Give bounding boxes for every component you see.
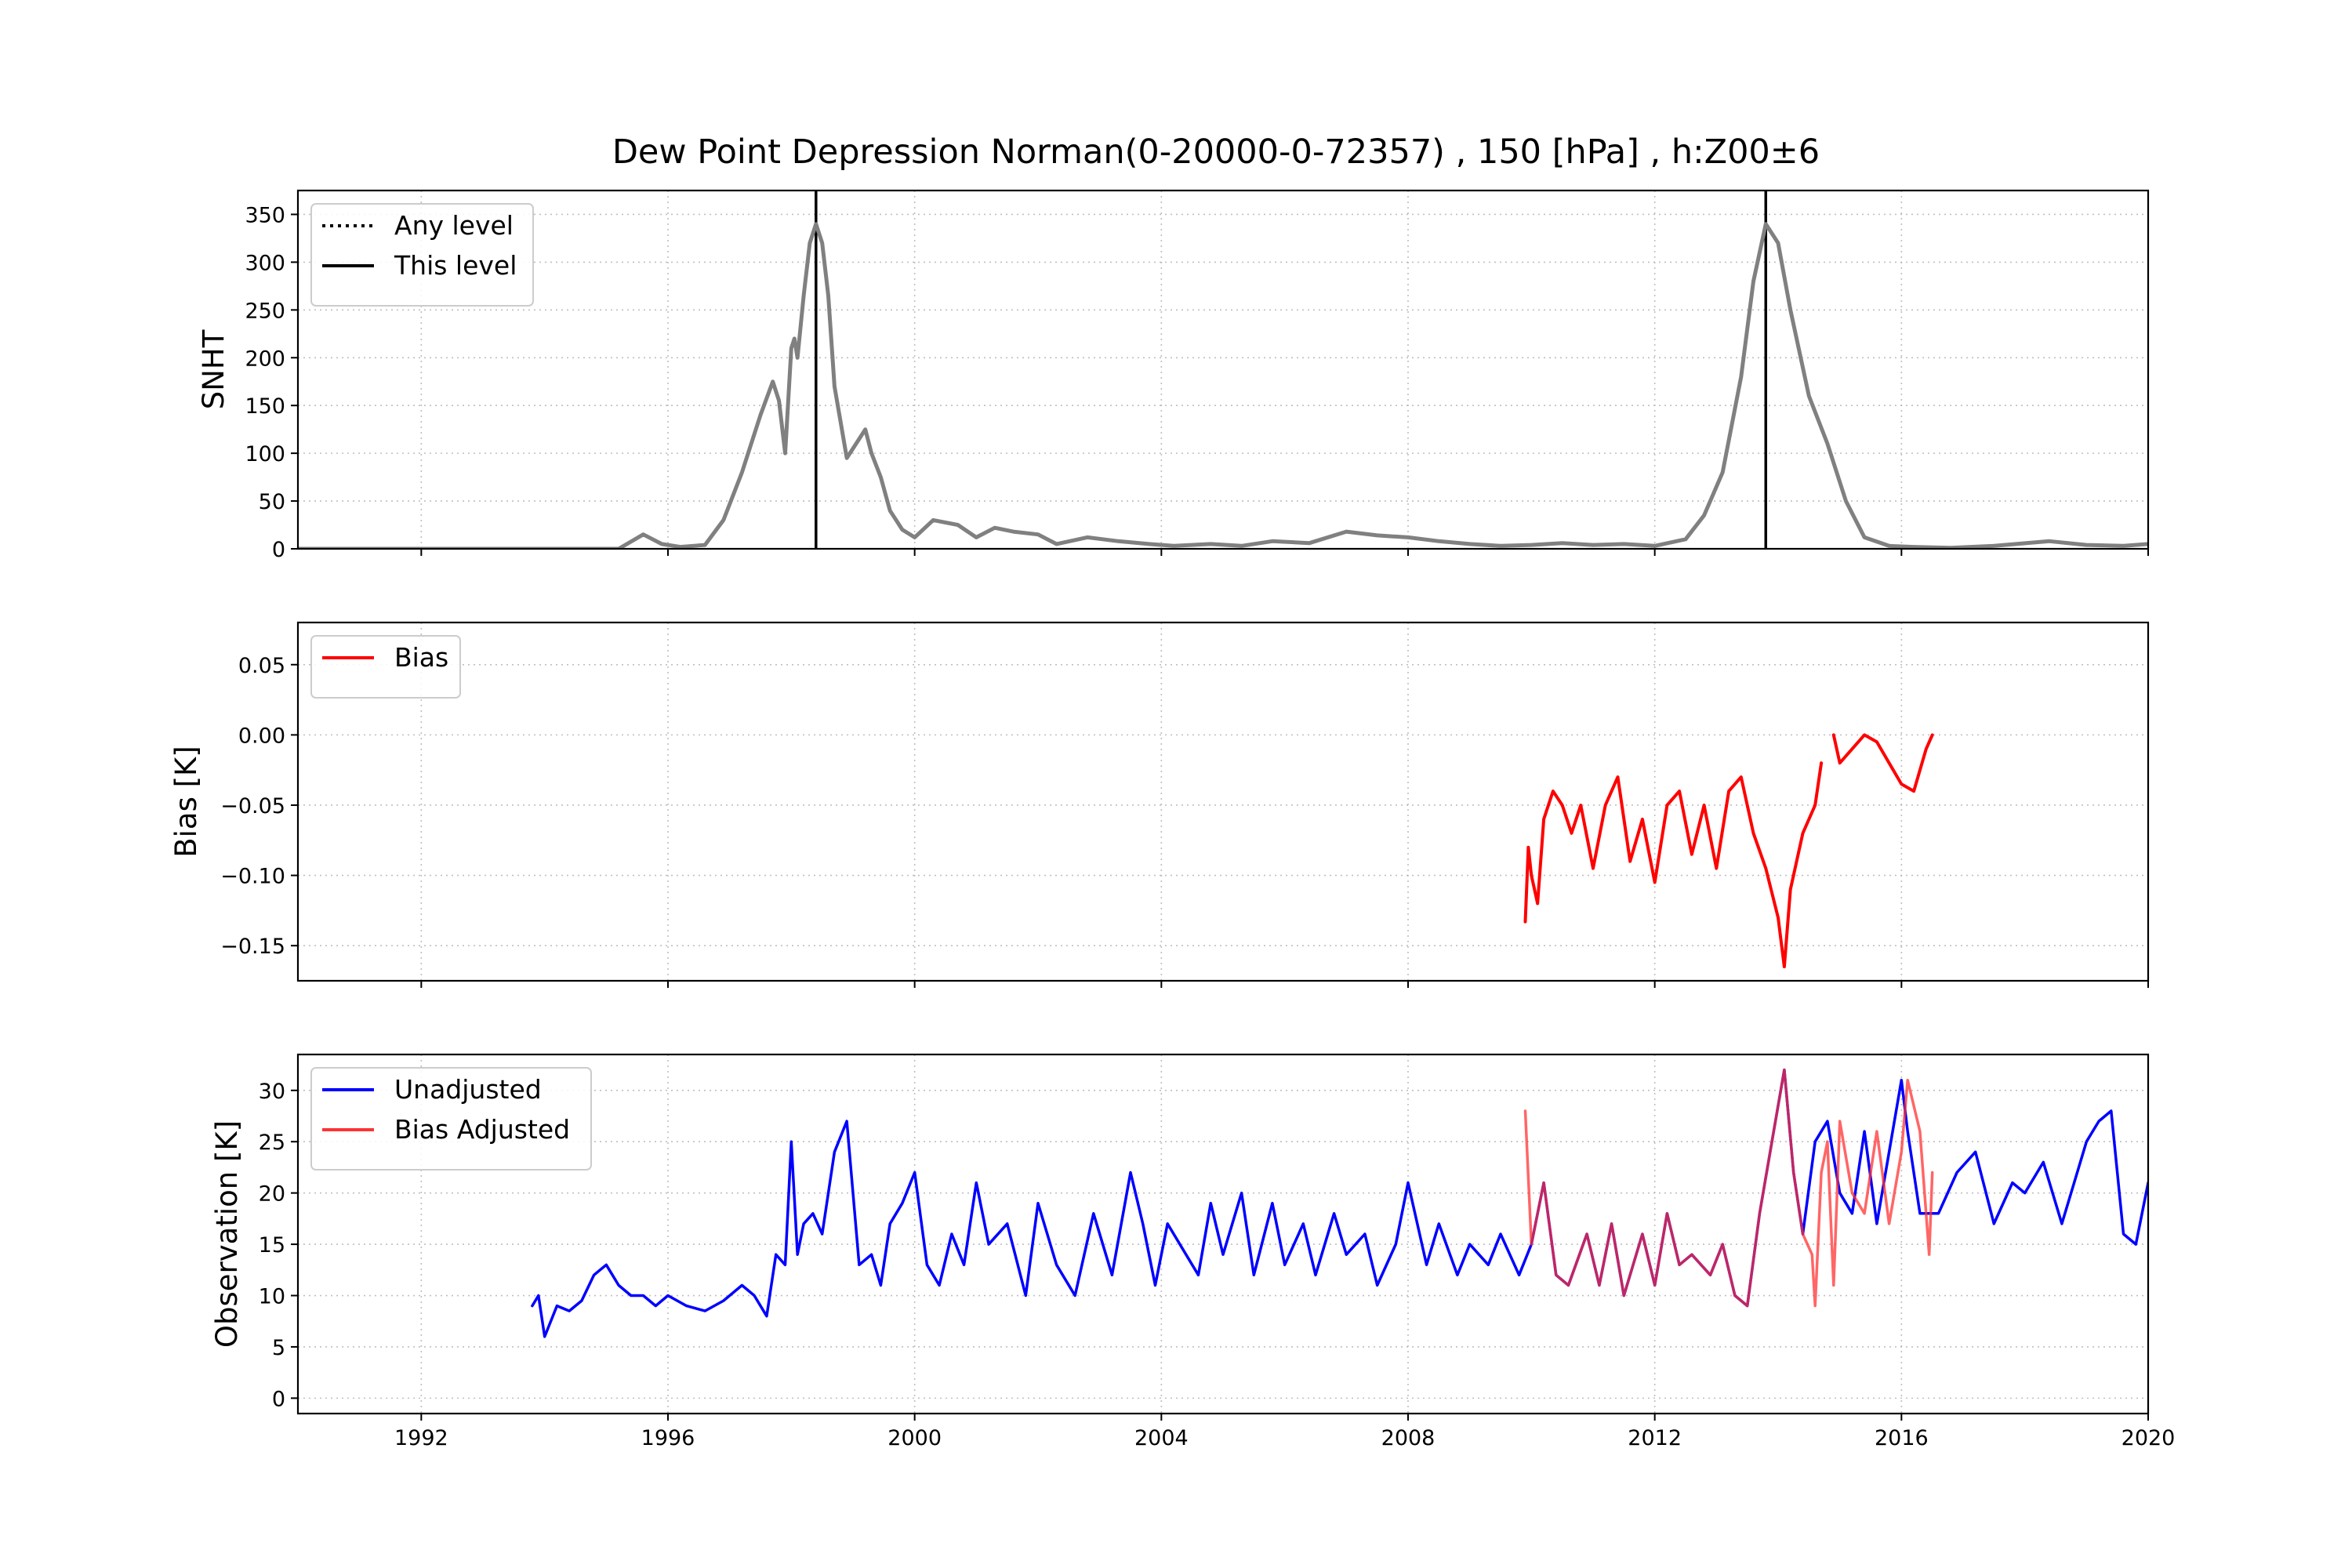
axes-frame <box>296 1053 2150 1415</box>
legend-label: Bias <box>394 642 448 673</box>
panel-2: 0.05 0.00 −0.05 −0.10 −0.15 Bias [K] Bias <box>169 621 2150 988</box>
axes-frame <box>296 189 2150 550</box>
y-axis-label: SNHT <box>197 329 230 409</box>
y-tick-label: −0.15 <box>220 935 285 959</box>
series-line-bias <box>1523 761 1824 969</box>
y-tick-label: −0.10 <box>220 865 285 889</box>
y-tick-label: 25 <box>259 1131 285 1155</box>
legend: Unadjusted Bias Adjusted <box>310 1067 592 1171</box>
y-tick-label: 15 <box>259 1233 285 1258</box>
y-tick-label: 10 <box>259 1285 285 1309</box>
series-line-bias <box>1831 733 1934 793</box>
x-tick-label: 2020 <box>2122 1426 2176 1450</box>
x-tick-label: 1996 <box>641 1426 695 1450</box>
x-tick-label: 2000 <box>887 1426 942 1450</box>
x-tick-label: 2004 <box>1134 1426 1189 1450</box>
x-tick-label: 1992 <box>394 1426 448 1450</box>
series-line-snht <box>298 222 2148 549</box>
x-tick-label: 2012 <box>1628 1426 1682 1450</box>
y-tick-label: 150 <box>245 394 285 419</box>
y-tick-label: 20 <box>259 1182 285 1207</box>
legend: Bias <box>310 635 461 699</box>
y-tick-label: 5 <box>272 1336 285 1360</box>
series-line-bias-adjusted <box>1523 1068 1934 1308</box>
y-tick-label: 250 <box>245 299 285 323</box>
y-axis-label: Bias [K] <box>169 746 203 858</box>
y-tick-label: 100 <box>245 442 285 466</box>
y-tick-label: 30 <box>259 1080 285 1104</box>
legend-label: Bias Adjusted <box>394 1114 570 1145</box>
y-tick-label: −0.05 <box>220 794 285 818</box>
y-tick-label: 300 <box>245 251 285 275</box>
panel-3: 1992 1996 2000 2004 2008 2012 2016 2020 0 5 10 15 20… <box>210 1053 2176 1450</box>
legend: Any level This level <box>310 203 534 307</box>
y-tick-label: 200 <box>245 347 285 371</box>
y-tick-label: 0 <box>272 538 285 562</box>
x-tick-label: 2008 <box>1381 1426 1436 1450</box>
y-axis-label: Observation [K] <box>210 1120 244 1348</box>
chart-title: Dew Point Depression Norman(0-20000-0-72… <box>612 132 1820 172</box>
y-tick-label: 0 <box>272 1387 285 1411</box>
y-tick-label: 0.05 <box>238 654 285 678</box>
x-tick-label: 2016 <box>1875 1426 1929 1450</box>
legend-label: Unadjusted <box>394 1074 542 1105</box>
legend-label: This level <box>394 250 517 281</box>
y-tick-label: 350 <box>245 203 285 227</box>
series-line-unadjusted <box>531 1068 2148 1338</box>
panel-1: 0 50 100 150 200 250 300 350 SNHT Any level This l… <box>197 189 2150 562</box>
axes-frame <box>296 621 2150 982</box>
legend-label: Any level <box>394 210 514 241</box>
y-tick-label: 0.00 <box>238 724 285 748</box>
y-tick-label: 50 <box>259 490 285 514</box>
